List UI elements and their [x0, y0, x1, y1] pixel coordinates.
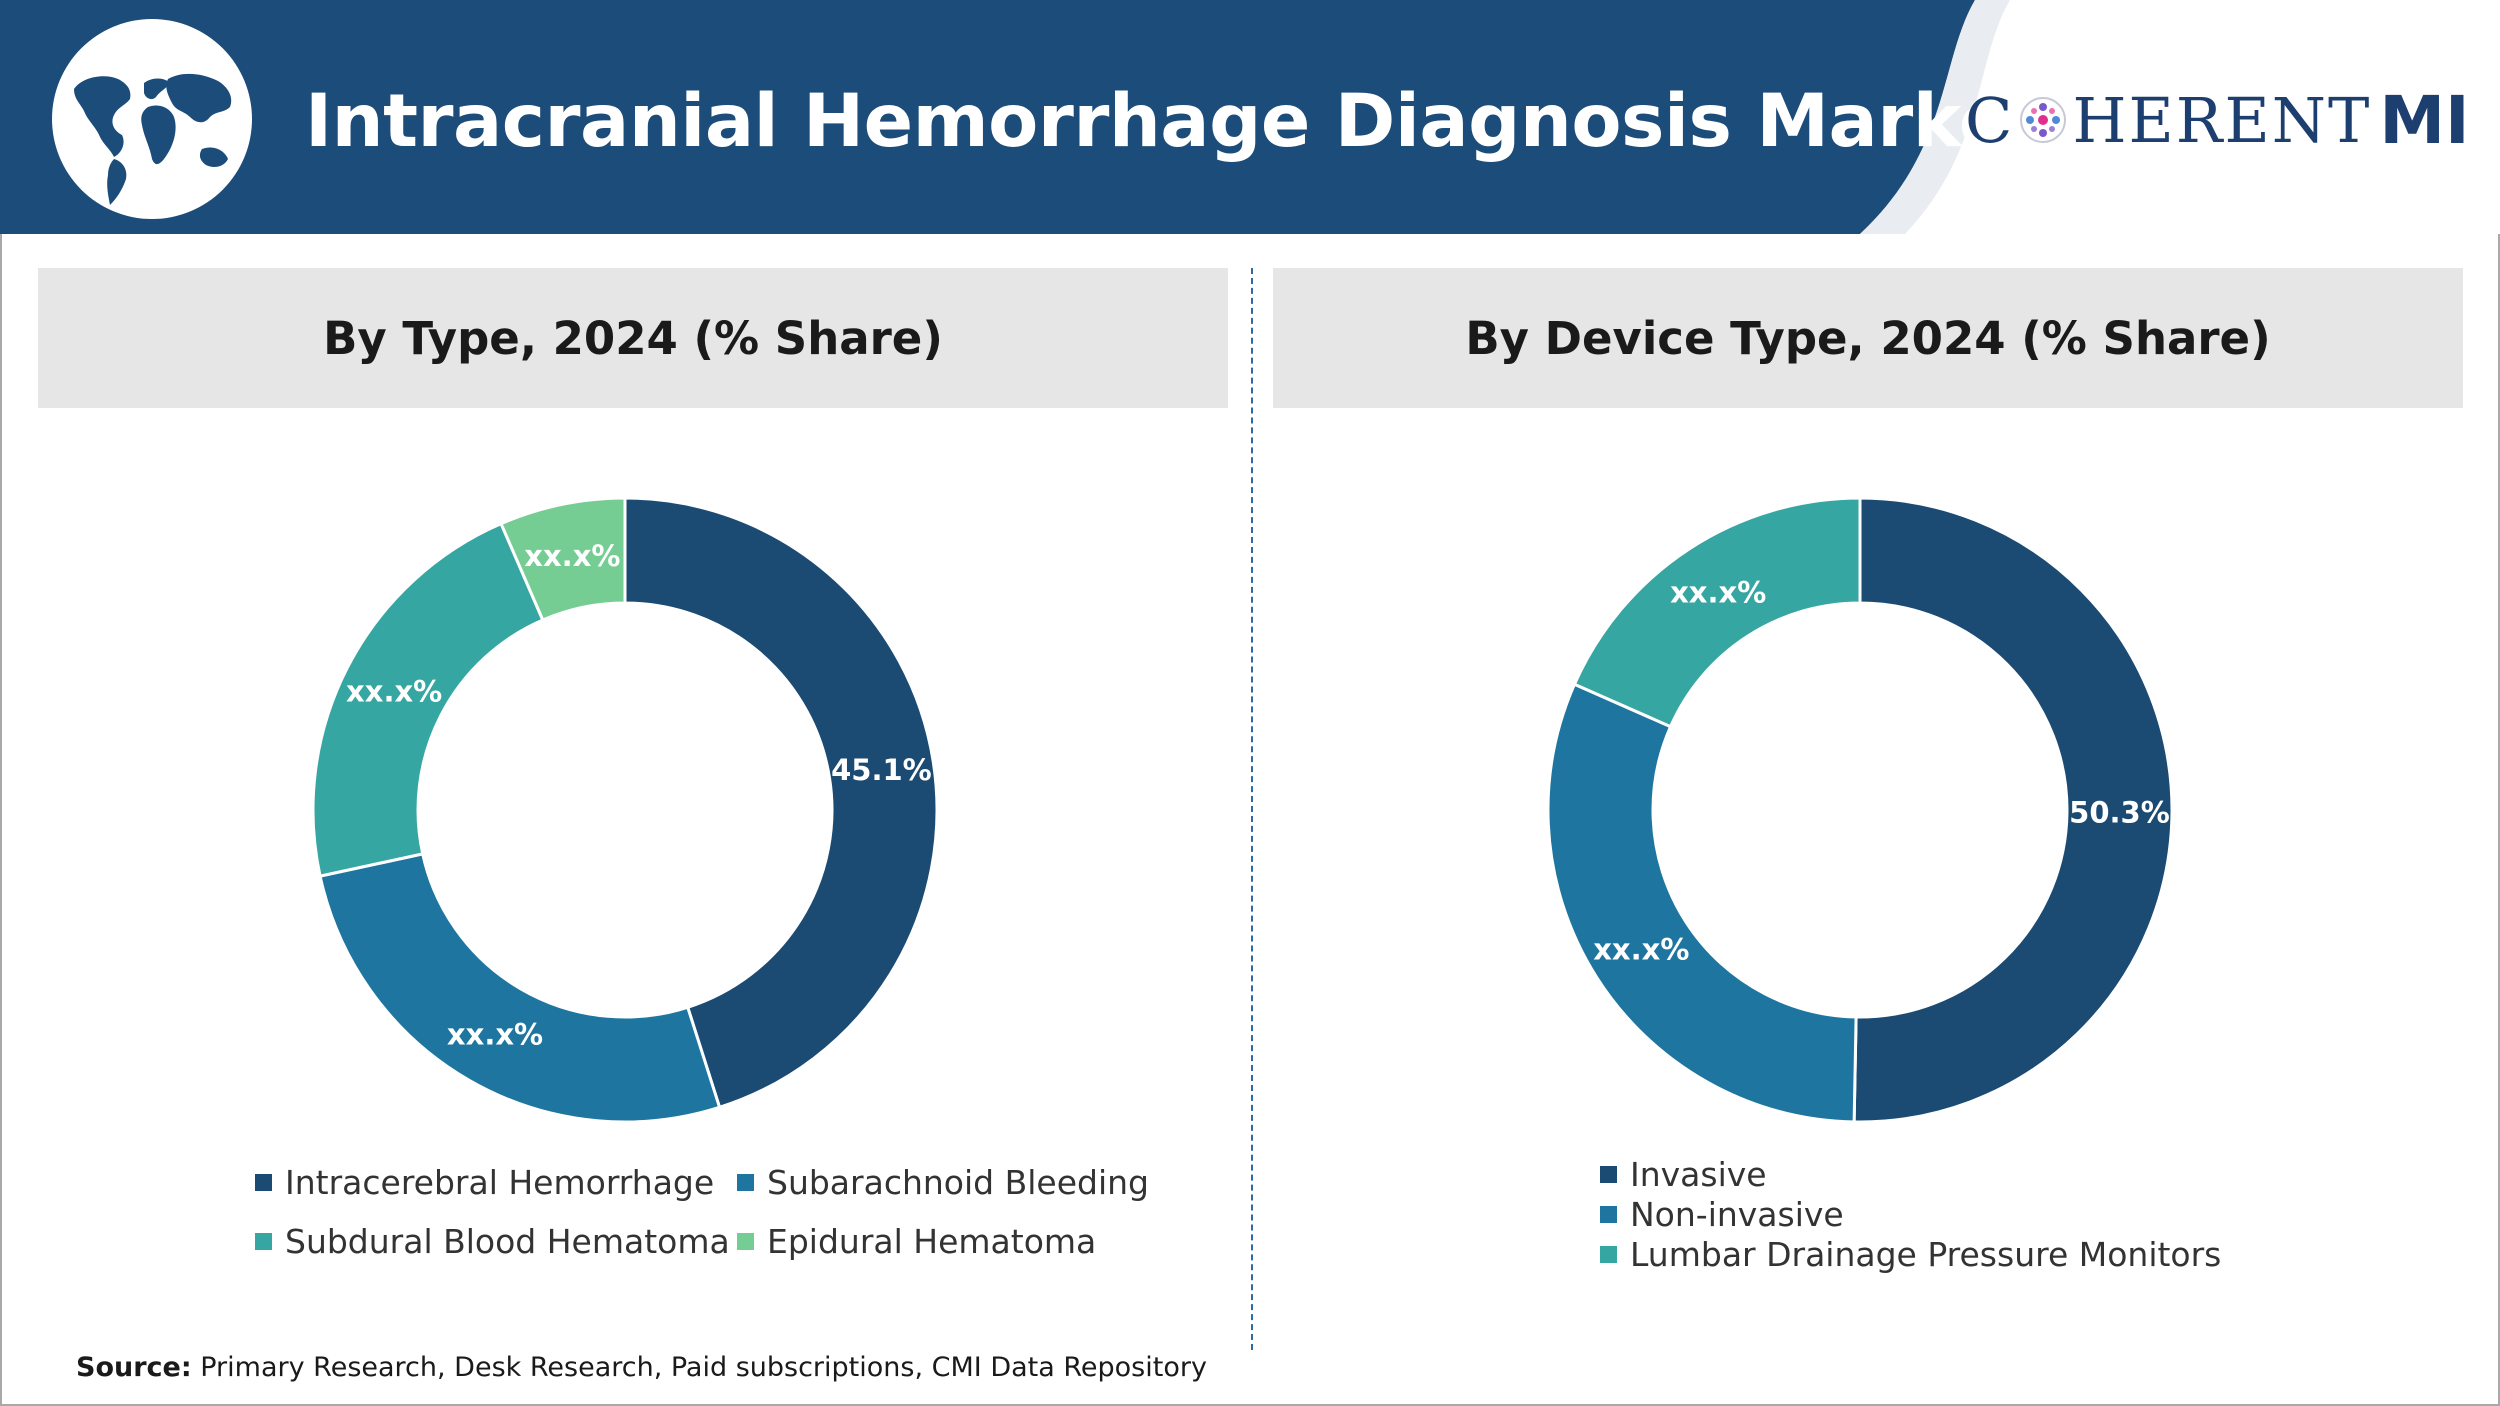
- slice-value-label: xx.x%: [447, 1018, 543, 1052]
- donut-chart-by-device-type: 50.3% xx.x% xx.x%: [1546, 496, 2174, 1124]
- legend-item: Intracerebral Hemorrhage: [255, 1163, 714, 1202]
- slice-value-label: 45.1%: [831, 753, 932, 787]
- donut-chart-by-type: 45.1% xx.x% xx.x% xx.x%: [311, 496, 939, 1124]
- donut-slice-lumbar-drainage-pressure-monitors: [1572, 496, 1862, 729]
- legend-label: Invasive: [1630, 1155, 1767, 1194]
- legend-label: Subarachnoid Bleeding: [767, 1163, 1149, 1202]
- legend-swatch: [255, 1174, 272, 1191]
- source-note: Source: Primary Research, Desk Research,…: [76, 1352, 1207, 1383]
- panel-divider: [1251, 268, 1253, 1350]
- brand-text-left: C: [1965, 83, 2015, 157]
- brand-suffix: MI: [2379, 81, 2470, 159]
- donut-slice-subarachnoid-bleeding: [318, 852, 722, 1124]
- legend-item: Subarachnoid Bleeding: [737, 1163, 1149, 1202]
- legend-label: Subdural Blood Hematoma: [285, 1222, 730, 1261]
- donut-slice-intracerebral-hemorrhage: [623, 496, 939, 1110]
- chart-2-title: By Device Type, 2024 (% Share): [1273, 268, 2463, 408]
- header-band: [0, 0, 2010, 234]
- page-title: Intracranial Hemorrhage Diagnosis Market: [305, 79, 2043, 164]
- legend-label: Non-invasive: [1630, 1195, 1844, 1234]
- chart-1-title: By Type, 2024 (% Share): [38, 268, 1228, 408]
- legend-swatch: [1600, 1206, 1617, 1223]
- donut-slice-subdural-blood-hematoma: [311, 521, 545, 878]
- header: Intracranial Hemorrhage Diagnosis Market…: [0, 0, 2500, 234]
- slice-value-label: xx.x%: [346, 674, 442, 708]
- donut-slice-non-invasive: [1546, 682, 1858, 1124]
- slice-value-label: 50.3%: [2069, 795, 2170, 829]
- brand-text-right: HERENT: [2072, 83, 2372, 157]
- legend-item: Non-invasive: [1600, 1195, 1844, 1234]
- brand-logo: C HERENT MI: [1965, 70, 2470, 170]
- legend-swatch: [737, 1233, 754, 1250]
- source-text: Primary Research, Desk Research, Paid su…: [191, 1352, 1207, 1383]
- legend-label: Lumbar Drainage Pressure Monitors: [1630, 1235, 2222, 1274]
- legend-label: Epidural Hematoma: [767, 1222, 1097, 1261]
- slice-value-label: xx.x%: [524, 539, 620, 573]
- slice-value-label: xx.x%: [1670, 576, 1766, 610]
- legend-swatch: [1600, 1166, 1617, 1183]
- donut-slice-epidural-hematoma: [499, 496, 627, 622]
- legend-item: Epidural Hematoma: [737, 1222, 1096, 1261]
- legend-swatch: [1600, 1246, 1617, 1263]
- legend-swatch: [255, 1233, 272, 1250]
- legend-item: Invasive: [1600, 1155, 1767, 1194]
- legend-item: Lumbar Drainage Pressure Monitors: [1600, 1235, 2221, 1274]
- globe-badge: [52, 19, 252, 219]
- donut-slice-invasive: [1852, 496, 2174, 1124]
- world-map-icon: [74, 73, 232, 205]
- legend-item: Subdural Blood Hematoma: [255, 1222, 730, 1261]
- legend-swatch: [737, 1174, 754, 1191]
- slice-value-label: xx.x%: [1593, 933, 1689, 967]
- legend-label: Intracerebral Hemorrhage: [285, 1163, 715, 1202]
- source-label: Source:: [76, 1352, 192, 1383]
- brand-o-icon: [2020, 97, 2067, 143]
